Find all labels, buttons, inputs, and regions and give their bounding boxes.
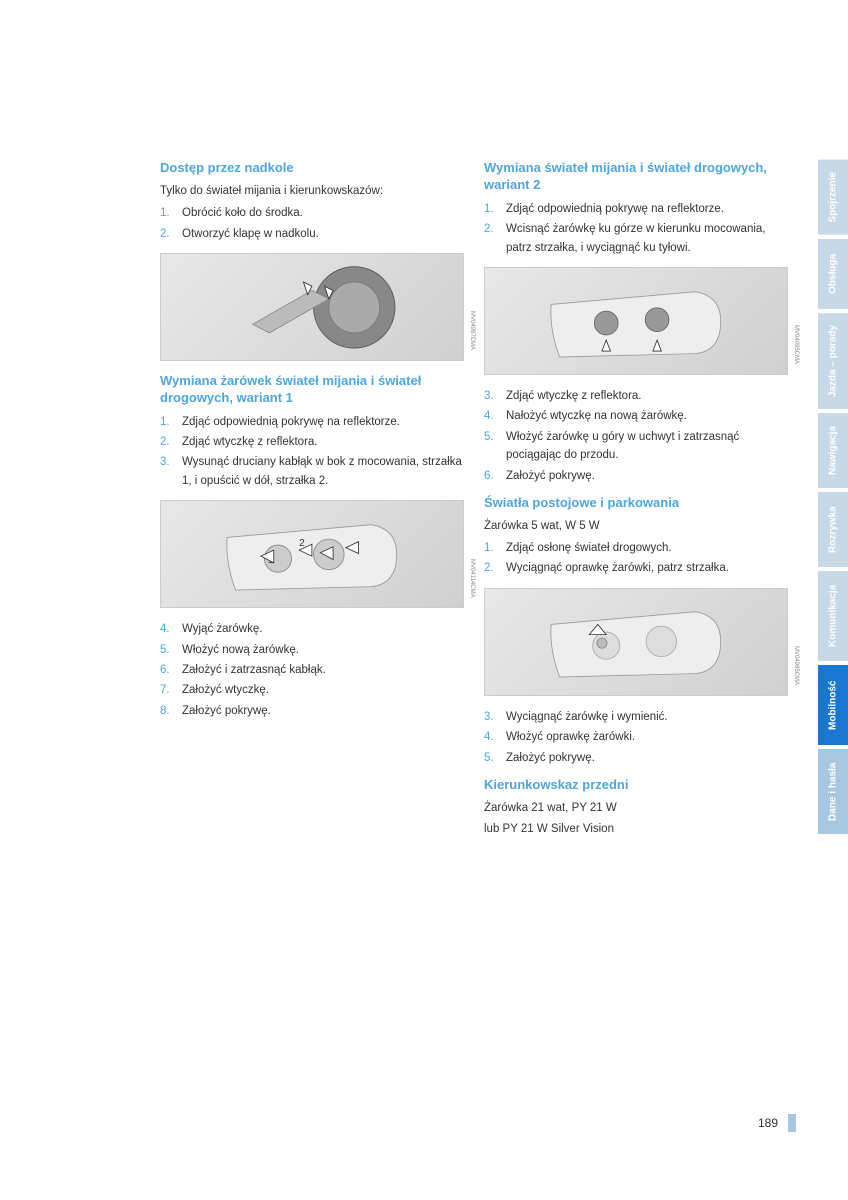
step-text: Obrócić koło do środka. bbox=[182, 204, 303, 222]
page-number: 189 bbox=[758, 1116, 778, 1130]
step-number: 5. bbox=[484, 428, 506, 465]
step-number: 2. bbox=[160, 433, 182, 451]
section-heading: Wymiana świateł mijania i świateł drogow… bbox=[484, 160, 788, 194]
step-number: 4. bbox=[160, 620, 182, 638]
sidebar-tab[interactable]: Rozrywka bbox=[818, 492, 848, 567]
step-number: 4. bbox=[484, 407, 506, 425]
step-list: 4.Wyjąć żarówkę. 5.Włożyć nową żarówkę. … bbox=[160, 620, 464, 720]
step-text: Wyciągnąć oprawkę żarówki, patrz strzałk… bbox=[506, 559, 729, 577]
step-number: 2. bbox=[484, 220, 506, 257]
step-text: Włożyć oprawkę żarówki. bbox=[506, 728, 635, 746]
step-text: Zdjąć odpowiednią pokrywę na reflektorze… bbox=[182, 413, 400, 431]
section-heading: Wymiana żarówek świateł mijania i świate… bbox=[160, 373, 464, 407]
step-number: 5. bbox=[160, 641, 182, 659]
sidebar-tab[interactable]: Obsługa bbox=[818, 239, 848, 309]
step-text: Włożyć żarówkę u góry w uchwyt i zatrzas… bbox=[506, 428, 788, 465]
step-text: Włożyć nową żarówkę. bbox=[182, 641, 299, 659]
step-list: 3.Zdjąć wtyczkę z reflektora. 4.Nałożyć … bbox=[484, 387, 788, 485]
step-number: 4. bbox=[484, 728, 506, 746]
step-number: 1. bbox=[484, 539, 506, 557]
section-heading: Światła postojowe i parkowania bbox=[484, 495, 788, 512]
left-column: Dostęp przez nadkole Tylko do świateł mi… bbox=[160, 160, 464, 1160]
sidebar-tab[interactable]: Mobilność bbox=[818, 665, 848, 745]
step-number: 7. bbox=[160, 681, 182, 699]
sidebar-tab[interactable]: Jazda – porady bbox=[818, 313, 848, 409]
sidebar-tab[interactable]: Nawigacja bbox=[818, 413, 848, 488]
step-text: Założyć pokrywę. bbox=[506, 467, 595, 485]
step-text: Wysunąć druciany kabłąk w bok z mocowani… bbox=[182, 453, 464, 490]
step-text: Założyć i zatrzasnąć kabłąk. bbox=[182, 661, 326, 679]
sidebar-tabs: Spojrzenie Obsługa Jazda – porady Nawigacja… bbox=[818, 0, 848, 1200]
step-text: Nałożyć wtyczkę na nową żarówkę. bbox=[506, 407, 687, 425]
sidebar-tab[interactable]: Komunikacja bbox=[818, 571, 848, 661]
right-column: Wymiana świateł mijania i świateł drogow… bbox=[484, 160, 788, 1160]
step-list: 1.Zdjąć odpowiednią pokrywę na reflektor… bbox=[160, 413, 464, 491]
body-text: lub PY 21 W Silver Vision bbox=[484, 821, 788, 838]
step-number: 2. bbox=[484, 559, 506, 577]
step-list: 1.Zdjąć odpowiednią pokrywę na reflektor… bbox=[484, 200, 788, 257]
step-number: 6. bbox=[160, 661, 182, 679]
step-number: 1. bbox=[160, 413, 182, 431]
step-number: 2. bbox=[160, 225, 182, 243]
step-text: Założyć pokrywę. bbox=[182, 702, 271, 720]
step-number: 3. bbox=[484, 708, 506, 726]
step-text: Otworzyć klapę w nadkolu. bbox=[182, 225, 319, 243]
step-number: 6. bbox=[484, 467, 506, 485]
svg-text:2: 2 bbox=[299, 538, 305, 549]
section-heading: Dostęp przez nadkole bbox=[160, 160, 464, 177]
step-number: 3. bbox=[484, 387, 506, 405]
step-number: 1. bbox=[484, 200, 506, 218]
step-number: 8. bbox=[160, 702, 182, 720]
body-text: Żarówka 21 wat, PY 21 W bbox=[484, 800, 788, 817]
step-text: Zdjąć odpowiednią pokrywę na reflektorze… bbox=[506, 200, 724, 218]
step-list: 1.Obrócić koło do środka. 2.Otworzyć kla… bbox=[160, 204, 464, 243]
sidebar-tab[interactable]: Spojrzenie bbox=[818, 160, 848, 235]
sidebar-tab[interactable]: Dane i hasła bbox=[818, 749, 848, 834]
step-number: 1. bbox=[160, 204, 182, 222]
figure-headlight-variant2 bbox=[484, 267, 788, 375]
figure-parking-light bbox=[484, 588, 788, 696]
step-text: Założyć pokrywę. bbox=[506, 749, 595, 767]
figure-headlight-variant1: 1 2 bbox=[160, 500, 464, 608]
step-number: 5. bbox=[484, 749, 506, 767]
step-list: 3.Wyciągnąć żarówkę i wymienić. 4.Włożyć… bbox=[484, 708, 788, 767]
step-text: Wyciągnąć żarówkę i wymienić. bbox=[506, 708, 668, 726]
main-content: Dostęp przez nadkole Tylko do świateł mi… bbox=[0, 0, 818, 1200]
step-text: Zdjąć wtyczkę z reflektora. bbox=[506, 387, 641, 405]
step-text: Wcisnąć żarówkę ku górze w kierunku moco… bbox=[506, 220, 788, 257]
step-text: Zdjąć wtyczkę z reflektora. bbox=[182, 433, 317, 451]
section-heading: Kierunkowskaz przedni bbox=[484, 777, 788, 794]
intro-text: Tylko do świateł mijania i kierunkowskaz… bbox=[160, 183, 464, 200]
step-text: Założyć wtyczkę. bbox=[182, 681, 269, 699]
step-text: Wyjąć żarówkę. bbox=[182, 620, 262, 638]
step-list: 1.Zdjąć osłonę świateł drogowych. 2.Wyci… bbox=[484, 539, 788, 578]
intro-text: Żarówka 5 wat, W 5 W bbox=[484, 518, 788, 535]
step-number: 3. bbox=[160, 453, 182, 490]
step-text: Zdjąć osłonę świateł drogowych. bbox=[506, 539, 672, 557]
figure-wheel-arch bbox=[160, 253, 464, 361]
